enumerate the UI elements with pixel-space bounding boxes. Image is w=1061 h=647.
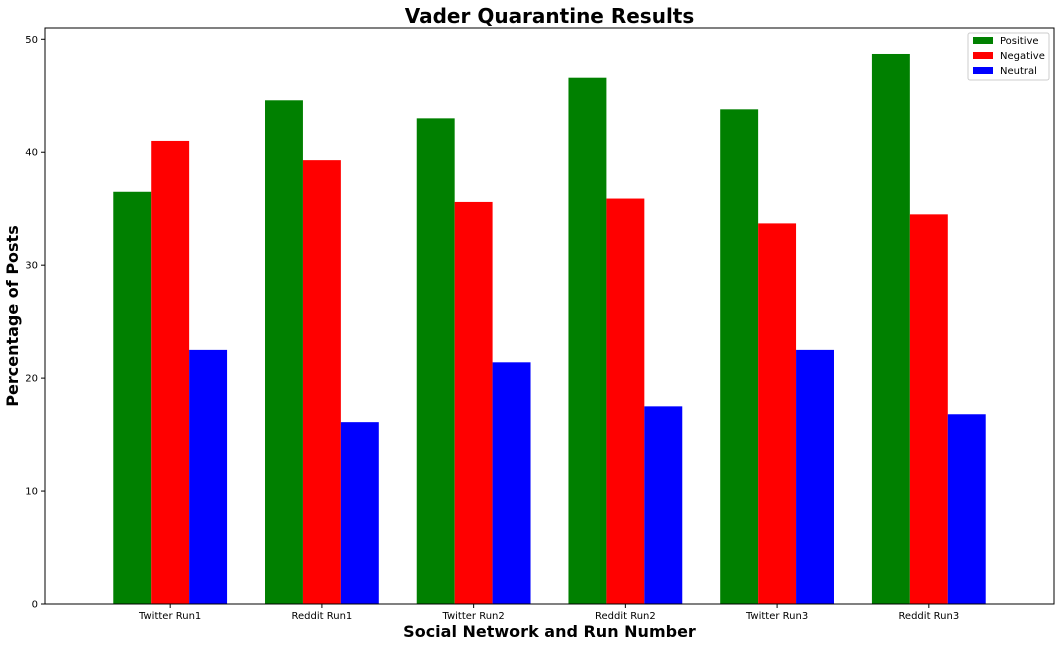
bar-neutral-reddit-run3: [947, 414, 986, 604]
x-tick-label: Twitter Run2: [442, 611, 505, 622]
y-tick-label: 30: [25, 261, 38, 272]
bar-neutral-twitter-run1: [189, 349, 228, 604]
legend-swatch-negative: [973, 52, 993, 59]
bar-positive-reddit-run2: [568, 77, 607, 604]
x-tick-label: Reddit Run3: [898, 611, 959, 622]
legend-swatch-positive: [973, 37, 993, 44]
y-tick-label: 20: [25, 374, 38, 385]
bar-negative-reddit-run1: [302, 160, 341, 604]
x-axis-ticks: Twitter Run1 Reddit Run1 Twitter Run2 Reddi…: [138, 604, 959, 622]
bar-negative-reddit-run2: [606, 198, 645, 605]
bar-neutral-twitter-run3: [796, 349, 834, 604]
legend-label-positive: Positive: [1000, 36, 1039, 47]
legend-label-neutral: Neutral: [1000, 66, 1037, 77]
x-tick-label: Twitter Run1: [138, 611, 201, 622]
x-tick-label: Reddit Run2: [595, 611, 656, 622]
plot-frame: [44, 27, 1055, 605]
bar-neutral-reddit-run2: [644, 406, 683, 604]
bar-positive-reddit-run3: [871, 53, 910, 605]
y-tick-label: 50: [25, 35, 38, 46]
legend: Positive Negative Neutral: [967, 32, 1050, 81]
x-tick-label: Reddit Run1: [292, 611, 353, 622]
bar-positive-twitter-run3: [720, 109, 759, 604]
bar-negative-twitter-run1: [151, 140, 190, 604]
y-axis-label: Percentage of Posts: [3, 225, 22, 406]
bar-neutral-twitter-run2: [492, 362, 531, 604]
bar-positive-twitter-run2: [416, 118, 455, 604]
legend-swatch-neutral: [973, 67, 993, 74]
bar-negative-twitter-run3: [758, 223, 797, 604]
bars-group: [113, 53, 986, 605]
bar-neutral-reddit-run1: [340, 422, 379, 604]
y-tick-label: 10: [25, 487, 38, 498]
y-tick-label: 40: [25, 148, 38, 159]
bar-positive-twitter-run1: [113, 191, 152, 604]
bar-negative-reddit-run3: [909, 214, 948, 604]
y-axis-ticks: 0 10 20 30 40 50: [25, 35, 45, 611]
x-tick-label: Twitter Run3: [745, 611, 808, 622]
bar-positive-reddit-run1: [265, 100, 303, 604]
x-axis-label: Social Network and Run Number: [403, 622, 696, 641]
chart-title: Vader Quarantine Results: [405, 4, 695, 28]
y-tick-label: 0: [32, 600, 38, 611]
bar-negative-twitter-run2: [454, 201, 493, 604]
legend-label-negative: Negative: [1000, 51, 1045, 62]
